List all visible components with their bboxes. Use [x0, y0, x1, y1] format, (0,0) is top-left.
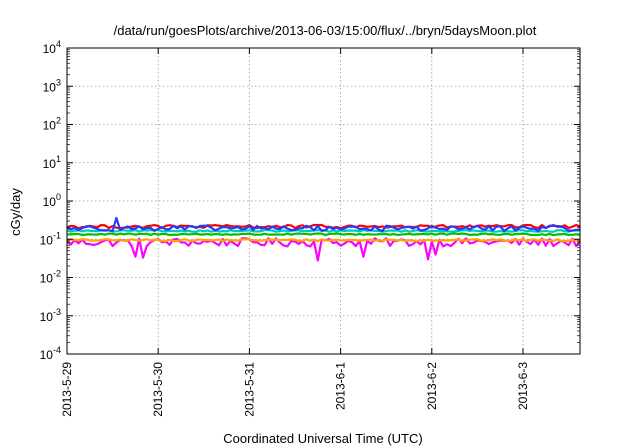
y-tick-label: 10-4 — [40, 345, 61, 362]
x-tick-label: 2013-5-29 — [60, 362, 74, 417]
x-tick-label: 2013-6-2 — [425, 362, 439, 410]
y-axis: 10-4 10-3 10-2 10-1 100 101 102 103 104 — [40, 39, 580, 362]
y-tick-label: 10-2 — [40, 269, 61, 286]
series-line — [66, 232, 581, 237]
x-axis-title: Coordinated Universal Time (UTC) — [223, 431, 422, 446]
y-tick-label: 10-3 — [40, 307, 61, 324]
x-tick-label: 2013-6-1 — [334, 362, 348, 410]
y-tick-label: 100 — [43, 192, 61, 209]
x-tick-label: 2013-5-30 — [151, 362, 165, 417]
y-tick-label: 103 — [43, 77, 61, 94]
y-axis-title: cGy/day — [8, 188, 23, 236]
x-tick-label: 2013-5-31 — [242, 362, 256, 417]
y-tick-label: 101 — [43, 154, 61, 171]
series-line — [66, 238, 581, 243]
x-axis: 2013-5-29 2013-5-30 2013-5-31 2013-6-1 2013-… — [60, 48, 530, 417]
y-tick-label: 104 — [43, 39, 61, 56]
series-line — [66, 216, 581, 233]
series-line — [66, 223, 581, 230]
y-tick-label: 102 — [43, 116, 61, 133]
y-tick-label: 10-1 — [40, 230, 61, 247]
series-layer — [66, 216, 581, 262]
chart-title: /data/run/goesPlots/archive/2013-06-03/1… — [114, 23, 537, 38]
x-tick-label: 2013-6-3 — [516, 362, 530, 410]
grid — [67, 48, 580, 354]
